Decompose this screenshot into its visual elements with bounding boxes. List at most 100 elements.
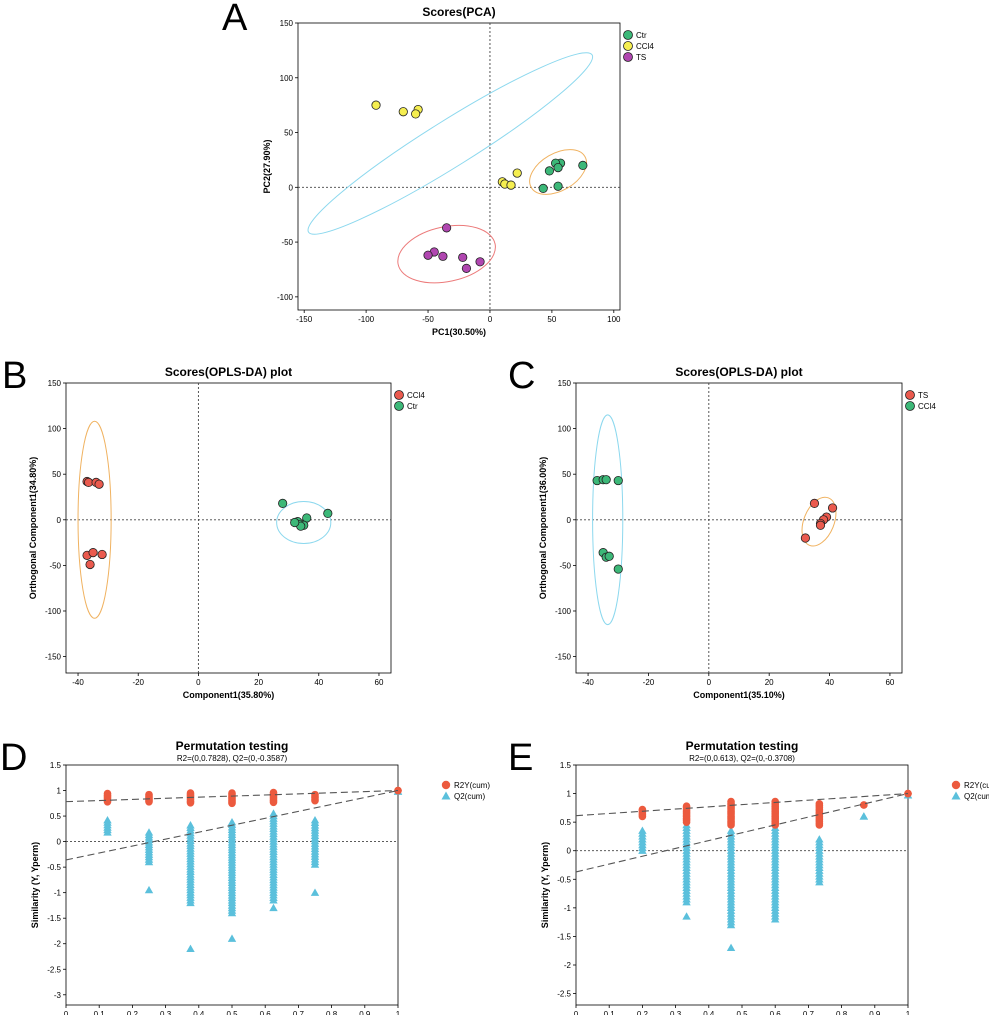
data-point-ts <box>442 223 452 233</box>
data-point-ctr <box>553 162 563 173</box>
y-tick-label: -3 <box>54 991 62 1000</box>
y-tick-label: -150 <box>555 653 572 662</box>
confidence-ellipse <box>77 420 112 619</box>
plot-frame <box>297 22 621 311</box>
x-tick-label: 50 <box>547 315 556 324</box>
x-tick-label: 0.4 <box>193 1010 205 1015</box>
y-tick-label: -100 <box>555 607 572 616</box>
data-point-ts <box>475 257 485 267</box>
x-tick-label: 0.9 <box>359 1010 371 1015</box>
y-tick-label: -50 <box>559 561 571 570</box>
chart-title: Permutation testing <box>686 739 799 753</box>
x-tick-label: 20 <box>254 678 263 687</box>
x-tick-label: 0.5 <box>736 1010 748 1015</box>
y-tick-label: 0 <box>567 847 572 856</box>
legend-label: Ctr <box>407 402 418 411</box>
data-point-ccl4 <box>94 479 104 489</box>
data-point-ccl4 <box>85 559 95 570</box>
data-point-ts <box>800 533 811 543</box>
q2-point <box>726 943 736 952</box>
panel-letter-a: A <box>222 0 248 39</box>
y-tick-label: -150 <box>45 653 62 662</box>
r2y-point <box>186 789 195 797</box>
x-tick-label: 40 <box>314 678 323 687</box>
plot-frame <box>65 382 392 674</box>
y-tick-label: 100 <box>48 425 62 434</box>
y-tick-label: 150 <box>48 379 62 388</box>
x-tick-label: 0.2 <box>127 1010 139 1015</box>
legend-label: Q2(cum) <box>964 792 989 801</box>
panel-letter-b: B <box>2 355 27 397</box>
y-tick-label: 0.5 <box>50 812 62 821</box>
x-tick-label: 0.6 <box>770 1010 782 1015</box>
x-tick-label: 60 <box>375 678 384 687</box>
legend-label: CCl4 <box>636 42 654 51</box>
data-point-ccl4 <box>512 168 522 178</box>
legend-marker-ccl4 <box>623 41 633 51</box>
q2-regression-line <box>65 789 399 861</box>
y-tick-label: 1 <box>57 787 62 796</box>
legend-marker-q2-cum- <box>951 791 961 800</box>
data-point-ts <box>458 252 468 263</box>
y-axis-label: Orthogonal Component1(36.00%) <box>538 457 548 600</box>
legend-marker-ccl4 <box>905 401 915 411</box>
x-axis-label: Component1(35.80%) <box>183 690 275 700</box>
x-tick-label: 100 <box>607 315 621 324</box>
q2-point <box>638 826 647 834</box>
legend-marker-ts <box>623 52 633 62</box>
y-tick-label: 100 <box>558 425 572 434</box>
y-axis-label: Orthogonal Component1(34.80%) <box>28 457 38 600</box>
y-tick-label: 50 <box>284 129 293 138</box>
y-tick-label: -100 <box>45 607 62 616</box>
r2-regression-line <box>575 793 909 817</box>
y-tick-label: 50 <box>52 470 61 479</box>
x-tick-label: -100 <box>358 315 375 324</box>
q2-regression-line <box>575 793 909 873</box>
y-tick-label: -50 <box>49 561 61 570</box>
y-tick-label: 1.5 <box>560 761 572 770</box>
r2y-point <box>228 789 236 797</box>
q2-point <box>186 944 195 953</box>
x-tick-label: 0.9 <box>869 1010 881 1015</box>
x-tick-label: 0.2 <box>637 1010 649 1015</box>
y-tick-label: 50 <box>562 470 571 479</box>
q2-point <box>682 912 691 920</box>
r2y-point <box>145 790 153 799</box>
y-tick-label: 0 <box>289 183 294 192</box>
data-point-ctr <box>278 498 288 508</box>
data-point-ctr <box>553 181 563 191</box>
x-tick-label: 0.7 <box>293 1010 305 1015</box>
data-point-ctr <box>578 160 588 171</box>
legend-marker-ctr <box>394 401 404 411</box>
data-point-ccl4 <box>88 548 98 558</box>
panel-letter-d: D <box>0 737 27 779</box>
x-tick-label: -40 <box>582 678 594 687</box>
confidence-ellipse <box>801 496 837 547</box>
y-tick-label: 150 <box>558 379 572 388</box>
x-tick-label: 0 <box>64 1010 69 1015</box>
x-tick-label: 0 <box>574 1010 579 1015</box>
y-tick-label: -2.5 <box>47 965 61 974</box>
x-tick-label: 0.1 <box>604 1010 616 1015</box>
x-tick-label: 0.7 <box>803 1010 815 1015</box>
legend-marker-ccl4 <box>394 390 404 400</box>
x-tick-label: -40 <box>72 678 84 687</box>
legend-label: R2Y(cum) <box>454 781 490 790</box>
panel-e-permutation: 0 0.1 0.2 0.3 0.4 0.5 0.6 0.7 0.8 0.9 1 -2.5 -2 -1.5 -… <box>540 739 989 1015</box>
r2-regression-line <box>65 789 399 803</box>
r2y-point <box>727 797 735 806</box>
data-point-ts <box>461 263 472 273</box>
x-tick-label: -20 <box>132 678 144 687</box>
data-point-ts <box>438 251 448 261</box>
q2-point <box>859 812 869 820</box>
y-tick-label: 0 <box>57 516 62 525</box>
chart-title: Permutation testing <box>176 739 289 753</box>
legend-label: CCl4 <box>918 402 936 411</box>
q2-point <box>144 885 154 894</box>
plot-frame <box>575 764 909 1006</box>
q2-point <box>310 888 320 896</box>
data-point-ts <box>809 498 820 508</box>
x-tick-label: 1 <box>906 1010 911 1015</box>
r2y-point <box>103 789 112 798</box>
confidence-ellipse <box>529 149 587 195</box>
